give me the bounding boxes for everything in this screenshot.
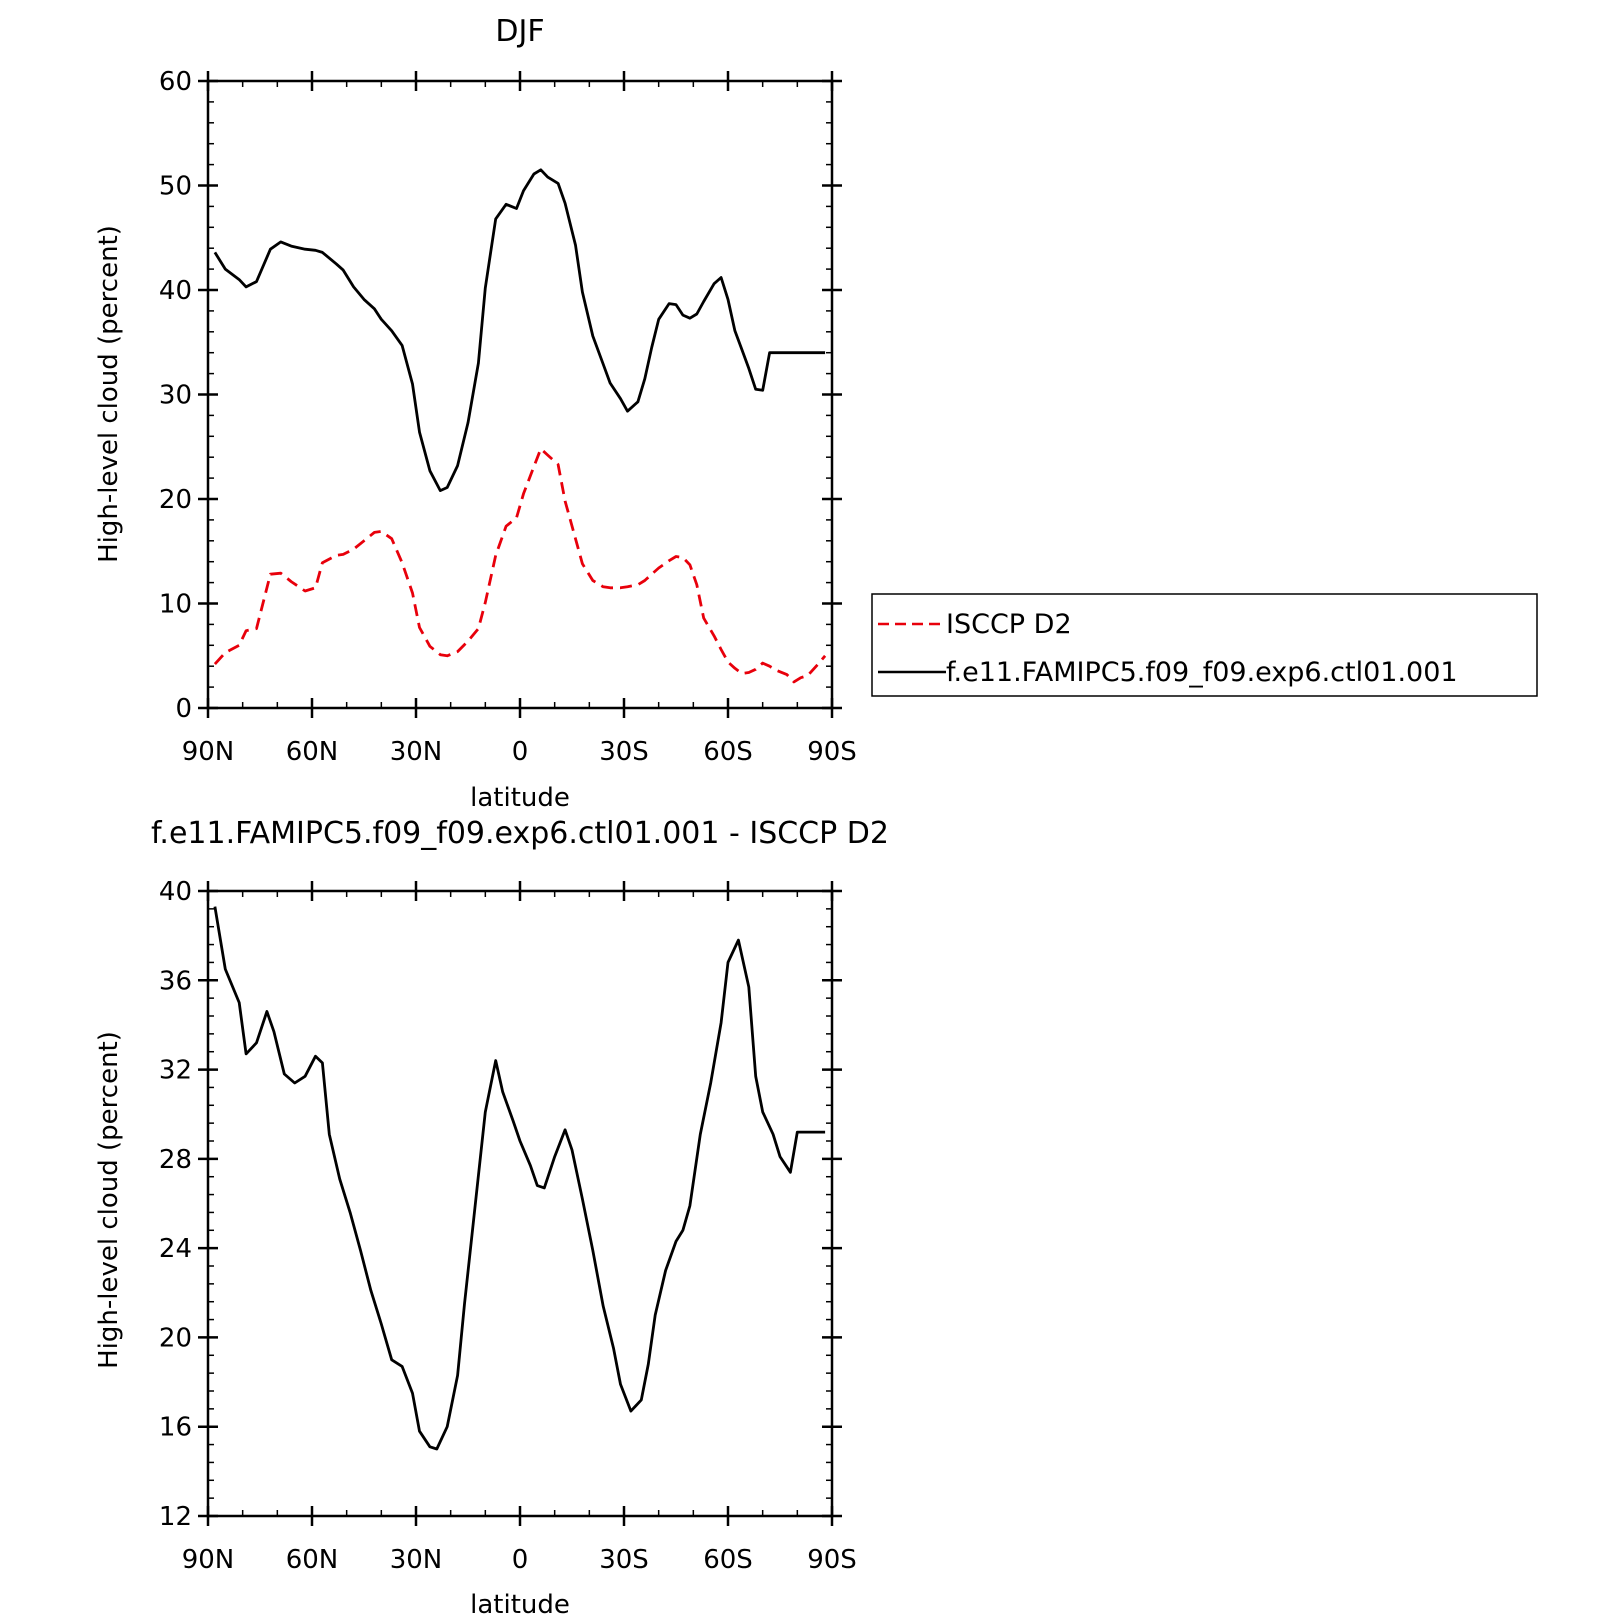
x-tick-label: 90S — [807, 737, 857, 767]
x-tick-label: 60S — [703, 737, 753, 767]
legend-label-isccp: ISCCP D2 — [946, 609, 1072, 640]
y-tick-label: 12 — [159, 1502, 192, 1532]
legend-label-model: f.e11.FAMIPC5.f09_f09.exp6.ctl01.001 — [946, 657, 1458, 688]
x-axis-label: latitude — [470, 783, 570, 813]
y-tick-label: 16 — [159, 1413, 192, 1443]
chart-title: DJF — [495, 14, 544, 49]
series-line-model — [213, 168, 826, 493]
series-line-model — [213, 906, 826, 1451]
y-tick-label: 30 — [159, 381, 192, 411]
y-tick-label: 40 — [159, 276, 192, 306]
y-tick-label: 0 — [175, 694, 192, 724]
x-tick-label: 30N — [390, 1545, 443, 1575]
plot-frame — [206, 889, 834, 1518]
x-tick-label: 30N — [390, 737, 443, 767]
y-tick-label: 50 — [159, 172, 192, 202]
y-tick-label: 10 — [159, 590, 192, 620]
top-chart: DJF latitude High-level cloud (percent) … — [94, 14, 857, 813]
x-tick-label: 30S — [599, 737, 649, 767]
y-tick-label: 32 — [159, 1056, 192, 1086]
legend-box — [871, 593, 1538, 697]
y-axis-label: High-level cloud (percent) — [94, 1031, 124, 1369]
y-tick-label: 36 — [159, 966, 192, 996]
y-axis-label: High-level cloud (percent) — [94, 225, 124, 563]
y-tick-label: 24 — [159, 1234, 192, 1264]
chart-title: f.e11.FAMIPC5.f09_f09.exp6.ctl01.001 - I… — [151, 816, 889, 851]
x-tick-label: 90N — [182, 737, 235, 767]
x-tick-label: 90S — [807, 1545, 857, 1575]
x-tick-label: 60N — [286, 1545, 339, 1575]
series-line-isccp — [213, 447, 827, 684]
y-tick-label: 28 — [159, 1145, 192, 1175]
x-tick-label: 0 — [512, 737, 529, 767]
y-tick-label: 40 — [159, 877, 192, 907]
bottom-chart: f.e11.FAMIPC5.f09_f09.exp6.ctl01.001 - I… — [94, 816, 889, 1619]
y-tick-label: 60 — [159, 67, 192, 97]
plot-frame — [206, 79, 834, 710]
x-tick-label: 60N — [286, 737, 339, 767]
x-axis-label: latitude — [470, 1590, 570, 1619]
x-tick-label: 90N — [182, 1545, 235, 1575]
y-tick-label: 20 — [159, 1323, 192, 1353]
legend: ISCCP D2 f.e11.FAMIPC5.f09_f09.exp6.ctl0… — [871, 593, 1538, 697]
x-tick-label: 30S — [599, 1545, 649, 1575]
x-tick-label: 0 — [512, 1545, 529, 1575]
y-tick-label: 20 — [159, 485, 192, 515]
x-tick-label: 60S — [703, 1545, 753, 1575]
